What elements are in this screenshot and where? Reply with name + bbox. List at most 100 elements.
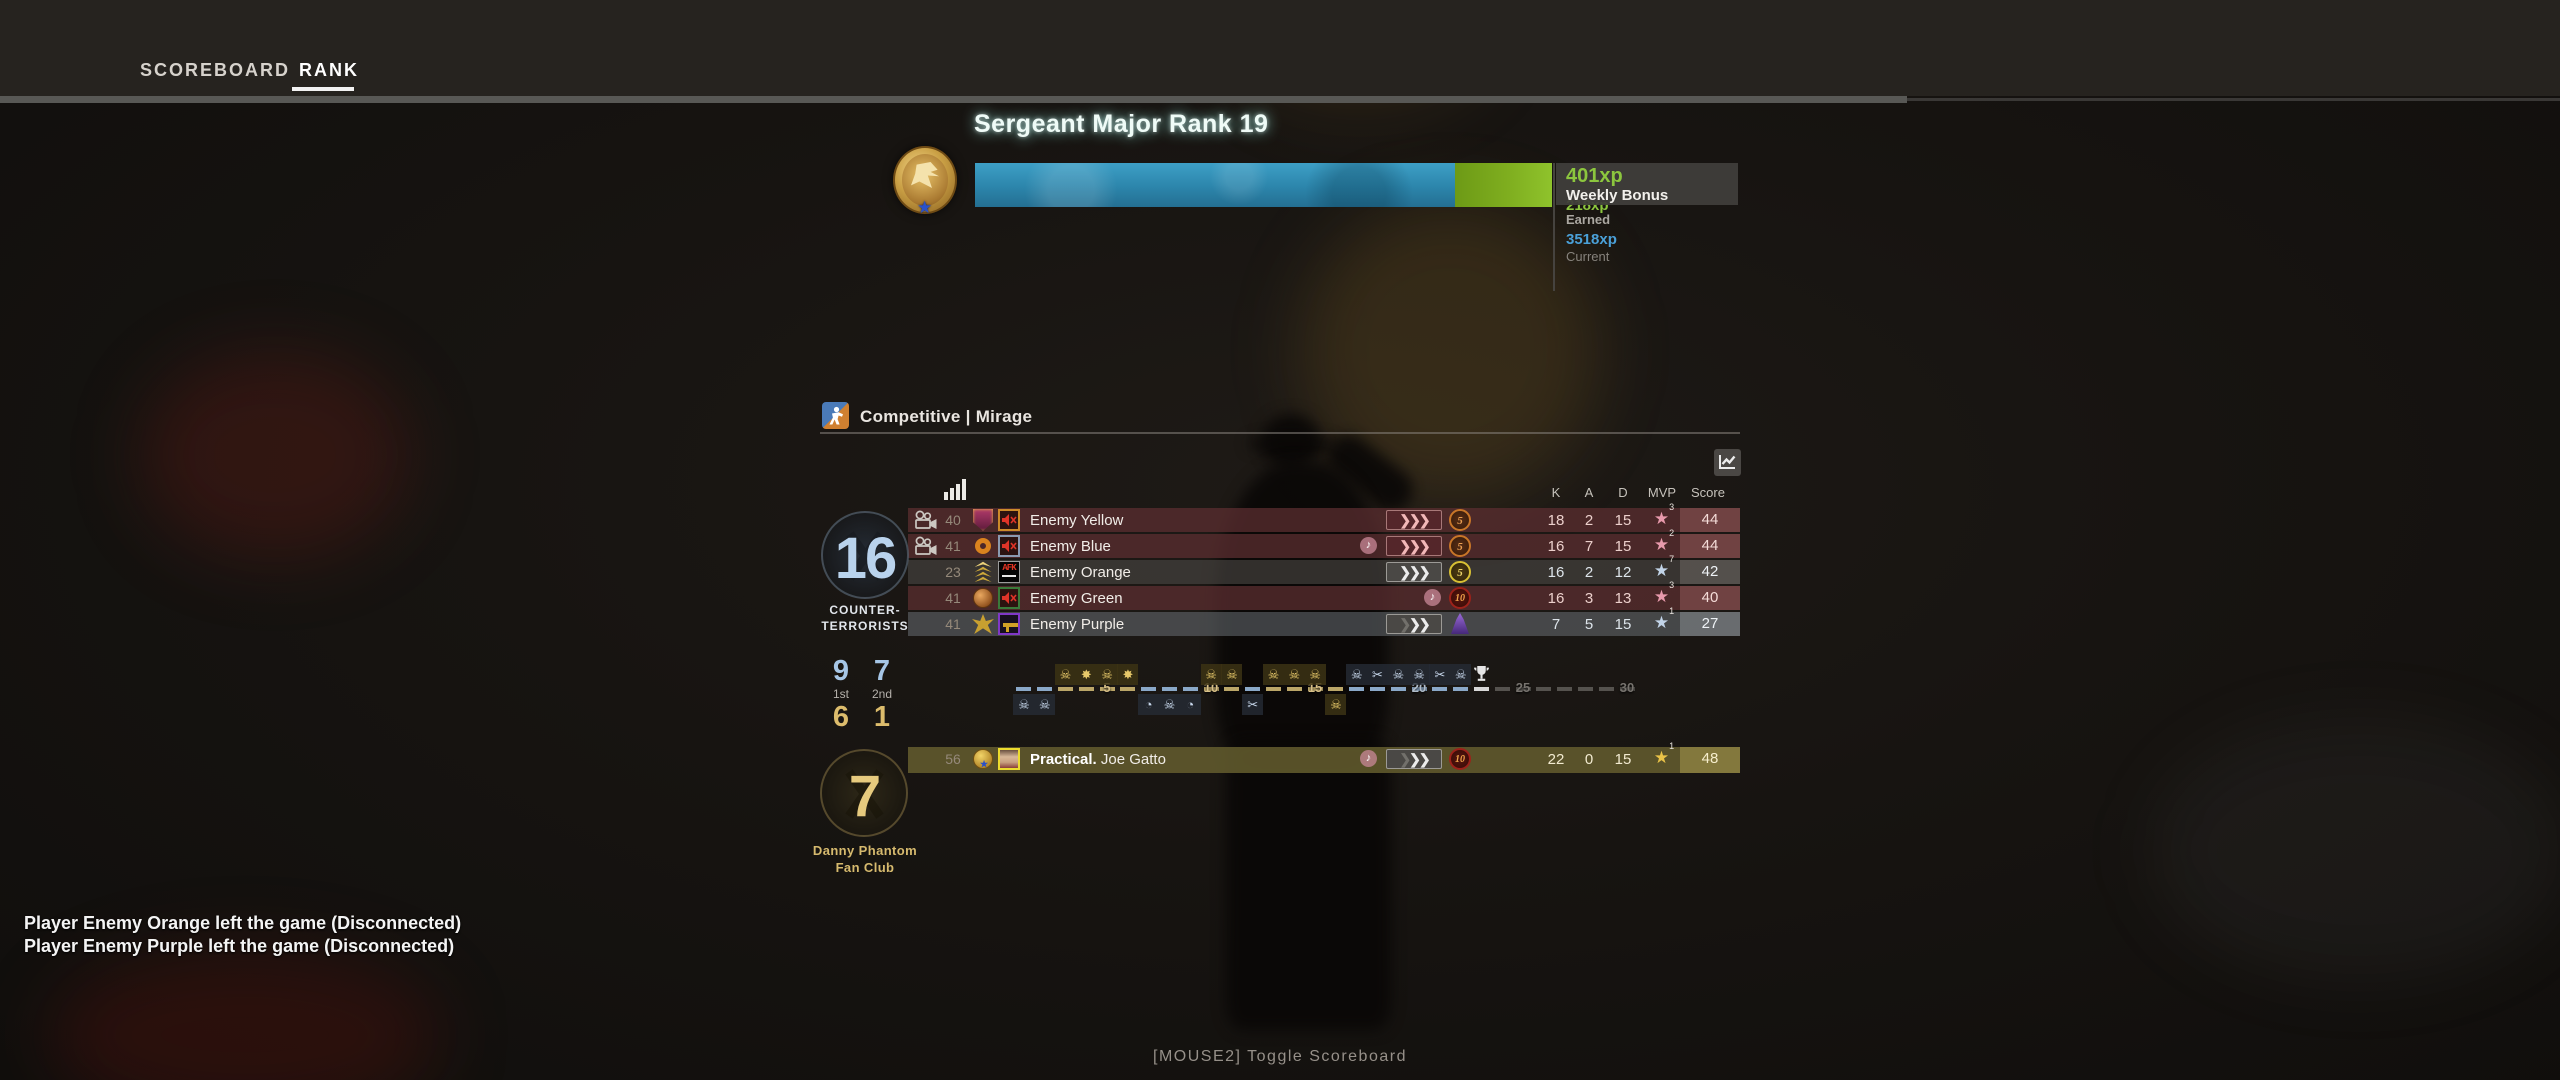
xp-progress-bar — [975, 163, 1552, 207]
profile-badge — [972, 587, 994, 609]
first-half-label: 1st — [832, 687, 849, 701]
round-number-label: 25 — [1515, 680, 1531, 695]
music-note-icon: ♪ — [1360, 750, 1377, 767]
score-value: 48 — [1680, 747, 1740, 773]
music-note-icon: ♪ — [1360, 537, 1377, 554]
k-value: 7 — [1551, 616, 1561, 633]
round-tick — [1099, 687, 1115, 691]
player-level: 41 — [945, 590, 961, 606]
tab-scoreboard[interactable]: SCOREBOARD — [140, 60, 291, 80]
player-name: Enemy Green — [1030, 590, 1123, 607]
xp-weekly-bonus-fill — [1455, 163, 1552, 207]
enemy-row[interactable]: 41 Enemy Blue ♪ ❯❯❯ 5 16 7 15 ★2 44 — [908, 528, 1740, 558]
round-result-timer-icon: ◔ — [1138, 694, 1160, 715]
enemy-row[interactable]: 41 Enemy Purple ❯❯❯ 7 5 15 ★1 27 — [908, 606, 1740, 636]
player-level: 41 — [945, 616, 961, 632]
enemy-row[interactable]: 41 Enemy Green ♪ 10 16 3 13 ★3 40 — [908, 580, 1740, 610]
avatar-frame — [998, 509, 1020, 531]
d-value: 15 — [1614, 538, 1632, 555]
round-result-skull-icon: ☠ — [1408, 664, 1430, 685]
k-value: 18 — [1547, 512, 1565, 529]
round-tick — [1390, 687, 1406, 691]
round-result-skull-icon: ☠ — [1200, 664, 1222, 685]
player-level: 41 — [945, 538, 961, 554]
round-tick — [1016, 687, 1032, 691]
round-tick — [1307, 687, 1323, 691]
player-level: 56 — [945, 751, 961, 767]
silhouette-cap — [1248, 436, 1336, 452]
round-tick — [1057, 687, 1073, 691]
round-tick — [1349, 687, 1365, 691]
top-bar: SCOREBOARD RANK — [0, 0, 2560, 96]
t-second-half-score: 1 — [873, 701, 891, 733]
round-tick — [1432, 687, 1448, 691]
round-tick — [1078, 687, 1094, 691]
spectate-camera-icon[interactable] — [913, 536, 939, 562]
profile-badge — [972, 509, 994, 531]
round-tick — [1245, 687, 1261, 691]
medal-star-icon: ★ — [917, 198, 933, 217]
player-name: Enemy Purple — [1030, 616, 1125, 633]
mvp-count: 2 — [1669, 528, 1675, 539]
round-number-label: 30 — [1619, 680, 1635, 695]
score-value: 27 — [1680, 612, 1740, 636]
enemy-row[interactable]: 23 AFK Enemy Orange ❯❯❯ 5 16 2 12 ★7 42 — [908, 554, 1740, 584]
star-icon: ★ — [1653, 509, 1670, 528]
mvp-count: 1 — [1669, 741, 1675, 752]
mvp-star: ★3 — [1645, 502, 1683, 529]
enemy-row[interactable]: 40 Enemy Yellow ❯❯❯ 5 18 2 15 ★3 44 — [908, 502, 1740, 532]
round-tick — [1515, 687, 1531, 691]
round-tick — [1369, 687, 1385, 691]
service-coin-icon: 5 — [1449, 535, 1471, 557]
round-tick — [1037, 687, 1053, 691]
skill-group-badge: ❯❯❯ — [1386, 536, 1442, 556]
d-value: 13 — [1614, 590, 1632, 607]
earned-label: Earned — [1566, 212, 1611, 227]
player-row[interactable]: 56 ★ Practical. Joe Gatto ♪ ❯❯❯ 10 22 0 15 ★1 48 — [908, 741, 1740, 773]
round-tick — [1224, 687, 1240, 691]
rank-title: Sergeant Major Rank 19 — [974, 110, 1269, 138]
chevron-rank-icon — [972, 561, 994, 582]
profile-badge: ★ — [972, 748, 994, 770]
round-result-skull-icon: ☠ — [1096, 664, 1118, 685]
avatar — [1000, 750, 1018, 768]
round-tick — [1619, 687, 1635, 691]
tab-rank[interactable]: RANK — [299, 60, 359, 80]
ct-team-score-circle: 16 — [821, 511, 909, 599]
avatar-frame — [998, 587, 1020, 609]
spectate-camera-icon[interactable] — [913, 510, 939, 536]
round-number-label: 5 — [1103, 680, 1111, 695]
muted-speaker-icon[interactable] — [1000, 511, 1018, 529]
player-level: 40 — [945, 512, 961, 528]
mvp-count: 3 — [1669, 580, 1675, 591]
player-level: 23 — [945, 564, 961, 580]
match-graph-button[interactable] — [1714, 449, 1741, 476]
xp-progress-fill — [975, 163, 1455, 207]
skill-group-badge: ❯❯❯ — [1386, 562, 1442, 582]
round-tick — [1120, 687, 1136, 691]
muted-speaker-icon[interactable] — [1000, 537, 1018, 555]
header-kills: K — [1551, 485, 1561, 500]
round-result-explosion-icon: ✸ — [1117, 664, 1139, 685]
round-result-skull-icon: ☠ — [1283, 664, 1305, 685]
score-value: 40 — [1680, 586, 1740, 610]
round-result-skull-icon: ☠ — [1346, 664, 1368, 685]
muted-speaker-icon[interactable] — [1000, 589, 1018, 607]
star-icon: ★ — [1653, 748, 1670, 767]
ct-first-half-score: 9 — [832, 655, 850, 687]
gold-wings-icon — [972, 614, 994, 634]
k-value: 16 — [1547, 564, 1565, 581]
round-result-explosion-icon: ✸ — [1075, 664, 1097, 685]
avatar-frame — [998, 748, 1020, 770]
ct-team-name-line2: TERRORISTS — [821, 619, 909, 633]
rank-medal-icon: ★ — [893, 146, 957, 217]
round-tick — [1286, 687, 1302, 691]
round-result-skull-icon: ☠ — [1034, 694, 1056, 715]
a-value: 5 — [1584, 616, 1594, 633]
service-coin-icon: 10 — [1449, 748, 1471, 770]
k-value: 16 — [1547, 538, 1565, 555]
a-value: 7 — [1584, 538, 1594, 555]
round-tick — [1161, 687, 1177, 691]
k-value: 16 — [1547, 590, 1565, 607]
bronze-coin-icon — [973, 588, 993, 608]
